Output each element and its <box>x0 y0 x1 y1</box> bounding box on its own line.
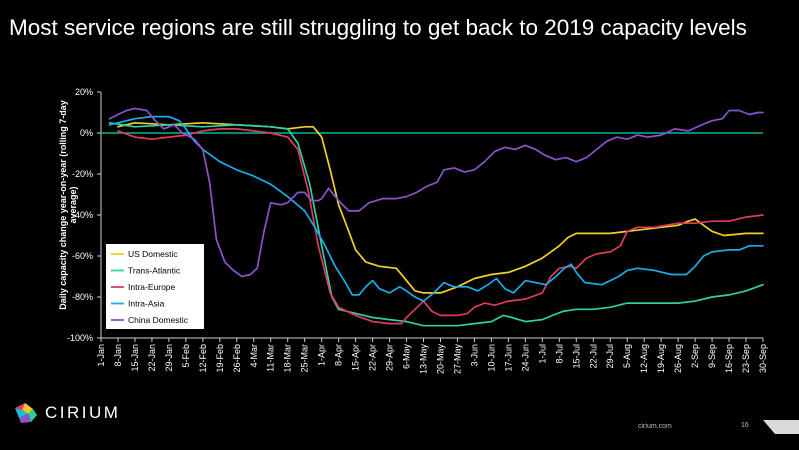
x-tick-label: 1-Jan <box>96 344 106 367</box>
legend: US Domestic Trans-Atlantic Intra-Europe Int… <box>106 244 204 329</box>
x-tick-label: 3-Jun <box>469 344 479 367</box>
x-tick-label: 9-Sep <box>707 344 717 368</box>
x-tick-label: 1-Apr <box>317 344 327 366</box>
slide-title: Most service regions are still strugglin… <box>9 15 747 40</box>
x-tick-label: 29-Jul <box>605 344 615 369</box>
legend-label: Trans-Atlantic <box>128 266 181 276</box>
logo-text: CIRIUM <box>45 403 121 422</box>
x-tick-label: 15-Jul <box>571 344 581 369</box>
page-number: 16 <box>741 422 749 429</box>
x-tick-label: 6-May <box>402 344 412 370</box>
x-tick-label: 12-Feb <box>198 344 208 373</box>
x-tick-label: 18-Mar <box>283 344 293 373</box>
x-tick-label: 16-Sep <box>724 344 734 373</box>
x-tick-label: 23-Sep <box>741 344 751 373</box>
x-tick-label: 29-Jan <box>164 344 174 372</box>
x-tick-label: 15-Apr <box>351 344 361 371</box>
x-tick-label: 8-Jul <box>554 344 564 364</box>
series-line-intra-asia <box>108 115 764 302</box>
series-line-china-domestic <box>108 107 764 278</box>
x-tick-label: 12-Aug <box>639 344 649 373</box>
y-axis-label: Daily capacity change year-on-year (roll… <box>58 100 78 310</box>
x-tick-label: 8-Jan <box>113 344 123 367</box>
axes <box>97 91 764 342</box>
x-tick-label: 27-May <box>452 344 462 375</box>
series-lines <box>108 107 764 327</box>
x-tick-label: 29-Apr <box>385 344 395 371</box>
y-tick-label: -20% <box>72 169 93 179</box>
x-tick-label: 2-Sep <box>690 344 700 368</box>
footer-website: cirium.com <box>638 423 672 430</box>
series-line-trans-atlantic <box>108 121 764 327</box>
x-tick-label: 13-May <box>419 344 429 375</box>
legend-label: Intra-Europe <box>128 282 176 292</box>
y-tick-label: 0% <box>80 128 93 138</box>
x-tick-label: 17-Jun <box>503 344 513 372</box>
y-tick-label: -80% <box>72 292 93 302</box>
cirium-logo: CIRIUM <box>13 402 120 424</box>
x-tick-label: 22-Jul <box>588 344 598 369</box>
x-tick-label: 26-Feb <box>232 344 242 373</box>
legend-label: Intra-Asia <box>128 299 165 309</box>
x-tick-label: 24-Jun <box>520 344 530 372</box>
y-tick-label: -100% <box>67 333 93 343</box>
x-tick-label: 19-Aug <box>656 344 666 373</box>
x-tick-label: 10-Jun <box>486 344 496 372</box>
x-tick-label: 5-Feb <box>181 344 191 368</box>
x-tick-label: 20-May <box>435 344 445 375</box>
y-tick-label: -40% <box>72 210 93 220</box>
y-axis-ticks: -100% -80% -60% -40% -20% 0% 20% <box>67 87 93 343</box>
x-tick-label: 26-Aug <box>673 344 683 373</box>
series-line-intra-europe <box>117 128 764 325</box>
x-tick-label: 5-Aug <box>622 344 632 368</box>
x-tick-label: 22-Jan <box>147 344 157 372</box>
x-tick-label: 11-Mar <box>266 344 276 372</box>
x-tick-label: 19-Feb <box>215 344 225 373</box>
x-axis-ticks: 1-Jan 8-Jan 15-Jan 22-Jan 29-Jan 5-Feb 12-Feb 1… <box>96 344 768 375</box>
x-tick-label: 8-Apr <box>334 344 344 366</box>
x-tick-label: 25-Mar <box>300 344 310 373</box>
legend-label: US Domestic <box>128 249 178 259</box>
x-tick-label: 30-Sep <box>758 344 768 373</box>
corner-tab-decoration <box>763 420 799 434</box>
x-tick-label: 1-Jul <box>537 344 547 364</box>
y-tick-label: 20% <box>75 87 93 97</box>
legend-label: China Domestic <box>128 315 189 325</box>
y-axis-title: Daily capacity change year-on-year (roll… <box>58 100 78 310</box>
y-tick-label: -60% <box>72 251 93 261</box>
x-tick-label: 15-Jan <box>130 344 140 372</box>
cirium-logo-icon <box>15 403 37 423</box>
x-tick-label: 4-Mar <box>249 344 259 368</box>
x-tick-label: 22-Apr <box>368 344 378 371</box>
series-line-us-domestic <box>117 121 764 294</box>
